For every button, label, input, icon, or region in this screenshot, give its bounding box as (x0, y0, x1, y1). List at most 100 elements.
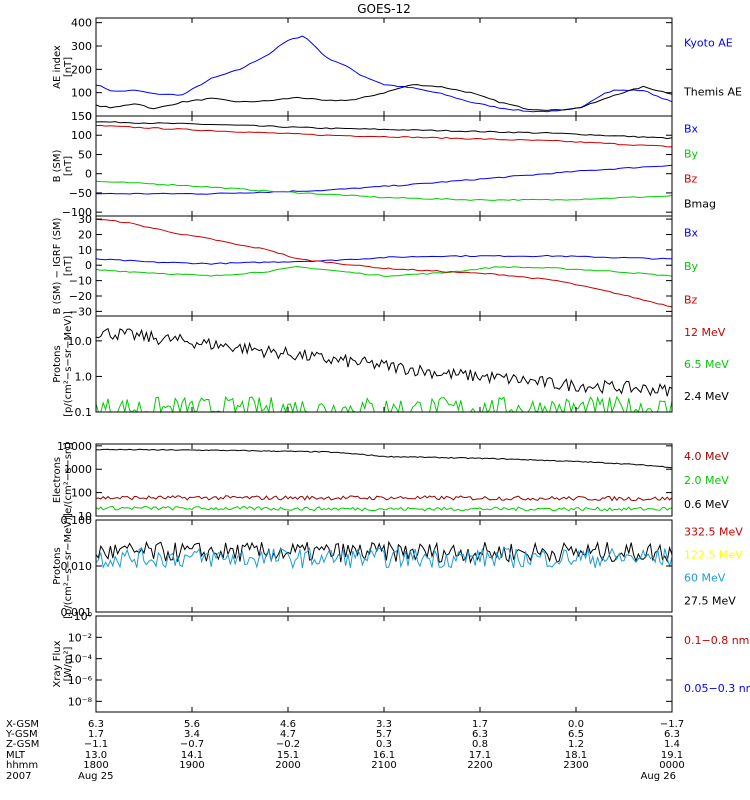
legend-bigrf-bz: Bz (684, 293, 698, 306)
ephemeris-cell: −1.1 (84, 739, 108, 750)
legend-b-bx: Bx (684, 123, 699, 136)
y-axis-label: Electrons[e/(cm²−s−sr)] (52, 442, 74, 518)
legend-bigrf-by: By (684, 260, 699, 273)
legend-b-by: By (684, 148, 699, 161)
y-tick-label: 10.0 (68, 335, 93, 348)
y-axis-label-line: [W/m²] (63, 646, 74, 681)
y-tick-label: 10⁻⁶ (68, 674, 93, 687)
ephemeris-cell: 4.6 (280, 719, 296, 730)
y-tick-label: 300 (71, 40, 92, 53)
y-tick-label: 10⁰ (74, 610, 93, 623)
y-tick-label: 10 (78, 244, 92, 257)
y-tick-label: −30 (69, 305, 92, 318)
y-tick-label: 0.1 (75, 406, 93, 419)
y-tick-label: 1.0 (75, 370, 93, 383)
ephemeris-cell: −1.7 (660, 719, 684, 730)
panel-protons_high: 0.001 0.010 0.100Protons[p/(cm²−s−sr−MeV)]… (52, 513, 743, 619)
series-bigrf-by (95, 265, 673, 277)
ephemeris-row-label: X-GSM (6, 719, 39, 730)
y-axis-label-line: [e/(cm²−s−sr)] (63, 442, 74, 518)
ephemeris-row-label: MLT (6, 750, 26, 761)
legend-ae-kyoto-ae: Kyoto AE (684, 37, 733, 50)
y-tick-label: 30 (78, 213, 92, 226)
y-tick-label: 10 (78, 510, 92, 523)
legend-protons_high-27-5-mev: 27.5 MeV (684, 595, 736, 608)
y-tick-label: 20 (78, 228, 92, 241)
y-tick-label: 400 (71, 17, 92, 30)
ephemeris-cell: 1.2 (568, 739, 584, 750)
y-tick-label: −100 (62, 206, 92, 219)
ephemeris-cell: 0.0 (568, 719, 584, 730)
y-axis-label: Xray Flux[W/m²] (52, 640, 74, 687)
ephemeris-cell: 17.1 (469, 750, 491, 761)
series-ae-themis-ae (95, 84, 673, 111)
y-axis-label-line: [p/(cm²−s−sr−MeV)] (63, 311, 74, 417)
ephemeris-cell: 0.8 (472, 739, 488, 750)
series-electrons-2-0-mev (95, 505, 673, 512)
series-bigrf-bx (95, 254, 673, 265)
series-b-by (95, 180, 673, 201)
y-tick-label: 200 (71, 63, 92, 76)
ephemeris-cell: 18.1 (565, 750, 587, 761)
y-tick-label: 0.100 (61, 514, 93, 527)
y-axis-label-line: [p/(cm²−s−sr−MeV)] (63, 513, 74, 619)
y-axis-label-line: B (SM) − IGRF (SM) (52, 217, 63, 314)
y-tick-label: −50 (69, 187, 92, 200)
legend-protons_high-122-5-mev: 122.5 MeV (684, 549, 743, 562)
ephemeris-cell: 0000 (659, 760, 684, 771)
series-protons_high-27-5-mev (95, 540, 673, 564)
y-tick-label: 1000 (64, 463, 92, 476)
y-axis-label-line: B (SM) (52, 149, 63, 182)
legend-ae-themis-ae: Themis AE (683, 86, 742, 99)
y-axis-label: Protons[p/(cm²−s−sr−MeV)] (52, 513, 74, 619)
ephemeris-cell: 1.4 (664, 739, 680, 750)
legend-protons_low-12-mev: 12 MeV (684, 326, 726, 339)
ephemeris-cell: 6.3 (472, 729, 488, 740)
ephemeris-cell: 6.5 (568, 729, 584, 740)
y-tick-label: 10000 (57, 440, 92, 453)
y-axis-label: AE index[nT] (52, 45, 74, 89)
legend-b-bz: Bz (684, 173, 698, 186)
series-protons_high-60-mev (95, 546, 673, 570)
ephemeris-cell: 15.1 (277, 750, 299, 761)
ephemeris-cell: −0.7 (180, 739, 204, 750)
legend-electrons-2-0-mev: 2.0 MeV (684, 474, 729, 487)
ephemeris-cell: 3.4 (184, 729, 200, 740)
y-tick-label: 100 (71, 87, 92, 100)
y-axis-label-line: [nT] (63, 57, 74, 77)
y-tick-label: 100 (71, 487, 92, 500)
y-axis-label-line: AE index (52, 45, 63, 89)
y-tick-label: −20 (69, 290, 92, 303)
ephemeris-cell: 13.0 (85, 750, 107, 761)
y-tick-label: 0.010 (61, 560, 93, 573)
y-axis-label-line: Xray Flux (52, 640, 63, 687)
y-axis-label: B (SM) − IGRF (SM)[nT] (52, 217, 74, 314)
series-electrons-4-0-mev (95, 495, 673, 502)
ephemeris-cell: 2300 (563, 760, 588, 771)
panel-xray: 10⁻⁸ 10⁻⁶ 10⁻⁴ 10⁻² 10⁰ Xray Flux[W/m²] 0.1−0.… (52, 610, 750, 713)
y-tick-label: 0.001 (61, 606, 93, 619)
series-b-bz (95, 124, 673, 148)
legend-electrons-0-6-mev: 0.6 MeV (684, 498, 729, 511)
y-axis-label-line: [nT] (63, 256, 74, 276)
legend-xray-0-05-0-3-nm: 0.05−0.3 nm (684, 682, 750, 695)
legend-protons_low-2-4-mev: 2.4 MeV (684, 390, 729, 403)
y-axis-label-line: Electrons (52, 457, 63, 503)
ephemeris-cell: 1.7 (472, 719, 488, 730)
ephemeris-row-label: hhmm (6, 760, 38, 771)
series-b-bmag (95, 121, 673, 140)
y-tick-label: 10⁻² (68, 631, 92, 644)
ephemeris-cell: 5.6 (184, 719, 200, 730)
ephemeris-cell: Aug 26 (641, 771, 676, 782)
ephemeris-cell: 6.3 (88, 719, 104, 730)
ephemeris-cell: 2200 (467, 760, 492, 771)
ephemeris-cell: 0.3 (376, 739, 392, 750)
legend-protons_low-6-5-mev: 6.5 MeV (684, 358, 729, 371)
legend-xray-0-1-0-8-nm: 0.1−0.8 nm (684, 634, 749, 647)
y-axis-label: Protons[p/(cm²−s−sr−MeV)] (52, 311, 74, 417)
ephemeris-cell: 5.7 (376, 729, 392, 740)
chart-title: GOES-12 (357, 2, 411, 16)
ephemeris-cell: Aug 25 (78, 771, 113, 782)
ephemeris-cell: 16.1 (373, 750, 395, 761)
